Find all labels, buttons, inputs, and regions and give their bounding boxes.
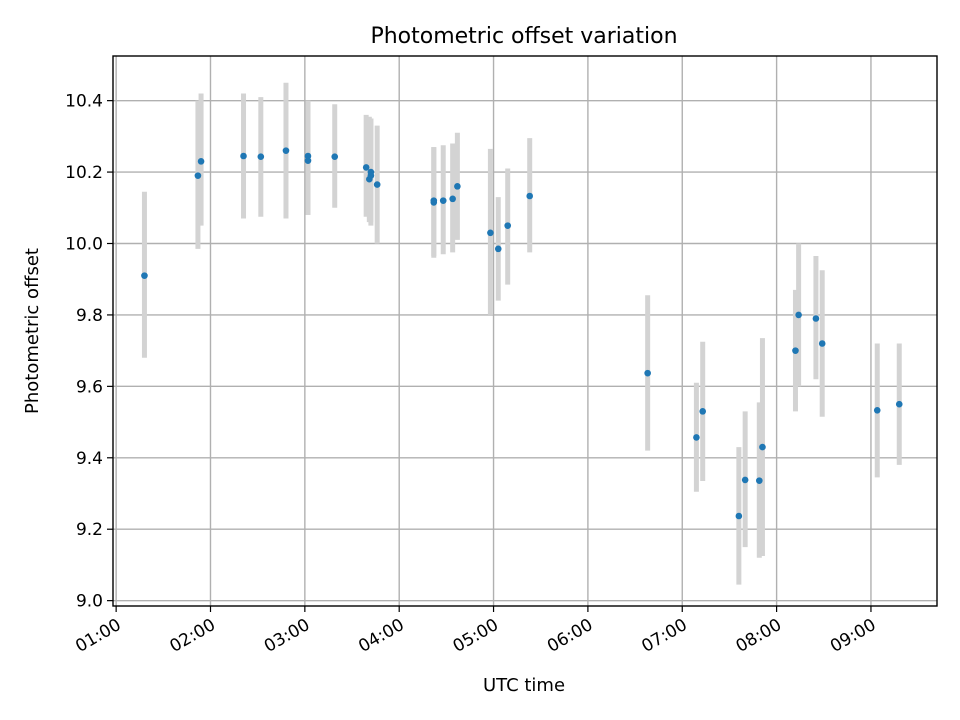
data-point	[741, 476, 749, 484]
y-tick-label: 10.0	[65, 235, 103, 255]
x-tick-label: 07:00	[638, 615, 690, 657]
data-point	[439, 197, 447, 204]
data-point	[373, 181, 381, 188]
x-tick-label: 02:00	[167, 615, 219, 657]
data-point	[818, 340, 826, 347]
data-point	[304, 152, 312, 160]
y-tick-label: 9.0	[76, 592, 103, 612]
data-point	[873, 406, 881, 414]
data-point	[367, 168, 375, 176]
x-tick-label: 09:00	[827, 615, 879, 657]
x-tick-label: 06:00	[544, 615, 596, 657]
data-point	[693, 434, 700, 441]
data-point	[494, 245, 502, 253]
chart-title: Photometric offset variation	[370, 24, 677, 49]
plot-frame	[112, 55, 938, 607]
y-tick-label: 9.8	[76, 306, 103, 326]
data-point	[644, 369, 651, 377]
data-point	[526, 192, 534, 200]
y-tick-label: 9.4	[76, 449, 103, 469]
data-point	[282, 147, 290, 154]
grid-lines	[113, 56, 937, 606]
data-point	[454, 183, 461, 190]
x-axis-ticks: 01:00 02:00 03:00 04:00 05:00 06:00 07:00 08:00…	[72, 606, 879, 657]
data-point	[792, 347, 799, 354]
data-point	[240, 152, 247, 160]
data-points	[141, 147, 903, 520]
data-point	[812, 315, 820, 322]
data-point	[795, 311, 802, 319]
x-axis-label: UTC time	[483, 675, 565, 696]
data-point	[699, 408, 706, 415]
y-axis-label: Photometric offset	[22, 248, 43, 414]
data-point	[756, 477, 763, 484]
y-tick-label: 10.4	[65, 92, 103, 112]
data-point	[257, 153, 265, 161]
data-point	[504, 222, 512, 229]
data-point	[895, 400, 903, 408]
data-point	[430, 197, 438, 204]
y-tick-label: 10.2	[65, 163, 103, 183]
data-point	[735, 512, 743, 520]
y-tick-label: 9.6	[76, 377, 103, 397]
y-axis-ticks: 9.0 9.2 9.4 9.6 9.8 10.0 10.2 10.4	[65, 92, 113, 612]
data-point	[141, 272, 148, 279]
data-point	[759, 443, 766, 451]
data-point	[362, 164, 370, 171]
data-point	[449, 195, 456, 203]
x-tick-label: 03:00	[261, 615, 313, 657]
data-point	[331, 153, 339, 161]
data-point	[304, 157, 312, 164]
x-tick-label: 08:00	[733, 615, 785, 657]
x-tick-label: 05:00	[450, 615, 502, 657]
x-tick-label: 04:00	[355, 615, 407, 657]
error-bars	[141, 82, 902, 585]
data-point	[194, 172, 202, 179]
data-point	[197, 158, 205, 165]
y-tick-label: 9.2	[76, 520, 103, 540]
x-tick-label: 01:00	[72, 615, 124, 657]
data-point	[487, 229, 494, 237]
